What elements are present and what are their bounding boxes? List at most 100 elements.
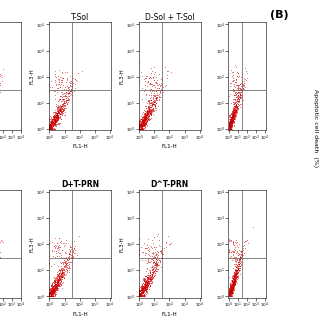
Point (231, 275, 236, 280)
Point (226, 127, 231, 132)
Point (47, 294, 52, 299)
Point (228, 290, 233, 295)
Point (145, 118, 150, 123)
Point (137, 294, 142, 299)
Point (154, 262, 159, 267)
Point (51, 283, 56, 288)
Point (227, 127, 232, 132)
Point (166, 234, 171, 239)
Point (232, 109, 237, 114)
Point (47, 127, 52, 132)
Point (50, 287, 55, 292)
Point (137, 291, 142, 296)
Point (229, 285, 234, 290)
Point (48, 294, 53, 299)
Point (227, 119, 232, 124)
Point (59, 271, 64, 276)
Point (146, 278, 151, 283)
Point (137, 293, 142, 298)
Point (233, 109, 238, 114)
Point (142, 282, 148, 287)
Point (50, 285, 55, 290)
Point (232, 273, 237, 278)
Point (228, 120, 233, 125)
Point (143, 119, 148, 124)
Point (232, 100, 237, 106)
Point (53, 276, 58, 281)
Point (56, 105, 61, 110)
Point (64, 259, 69, 264)
Point (155, 249, 160, 254)
Point (229, 116, 234, 121)
Point (53, 120, 58, 125)
Point (229, 288, 234, 293)
Point (229, 282, 235, 287)
Point (230, 279, 235, 284)
Point (145, 109, 150, 115)
Point (61, 273, 66, 278)
Point (140, 286, 145, 292)
Point (64, 98, 69, 103)
Point (233, 268, 238, 274)
Point (153, 263, 158, 268)
Point (226, 127, 231, 132)
Point (137, 127, 142, 132)
Point (48, 293, 53, 298)
Point (230, 109, 235, 114)
Point (47, 124, 52, 130)
Point (56, 113, 61, 118)
Point (150, 107, 155, 112)
Point (142, 124, 147, 129)
Point (234, 109, 239, 115)
Point (57, 84, 62, 90)
Point (55, 279, 60, 284)
Point (137, 127, 142, 132)
Point (227, 127, 232, 132)
Point (137, 294, 142, 299)
Point (226, 127, 231, 132)
Point (228, 118, 233, 123)
Point (53, 115, 58, 120)
Point (50, 288, 55, 293)
Point (226, 125, 231, 131)
Point (57, 111, 62, 116)
Point (236, 98, 242, 103)
Point (137, 294, 142, 299)
Point (148, 277, 153, 282)
Point (231, 274, 236, 279)
Point (231, 113, 236, 118)
Point (150, 109, 156, 114)
Point (148, 259, 153, 264)
Point (138, 292, 143, 297)
Point (47, 290, 52, 295)
Point (228, 288, 233, 293)
Point (144, 116, 149, 121)
Point (47, 294, 52, 299)
Point (226, 292, 231, 297)
Point (148, 108, 153, 114)
Point (55, 111, 60, 116)
Point (143, 114, 148, 119)
Point (229, 286, 234, 291)
Point (152, 79, 157, 84)
Point (137, 127, 142, 132)
Point (0, 79, 5, 84)
Point (227, 282, 232, 287)
Point (232, 281, 237, 286)
Point (50, 291, 55, 296)
Point (148, 99, 154, 104)
Point (158, 76, 163, 81)
Point (229, 123, 234, 128)
Point (51, 293, 56, 299)
Point (137, 294, 142, 299)
Point (50, 288, 55, 293)
Point (147, 108, 152, 113)
Point (228, 124, 234, 129)
Point (233, 268, 238, 273)
Point (52, 245, 58, 250)
Point (54, 283, 60, 288)
Point (229, 111, 234, 116)
Point (226, 127, 231, 132)
Point (52, 116, 57, 121)
Point (47, 294, 52, 299)
